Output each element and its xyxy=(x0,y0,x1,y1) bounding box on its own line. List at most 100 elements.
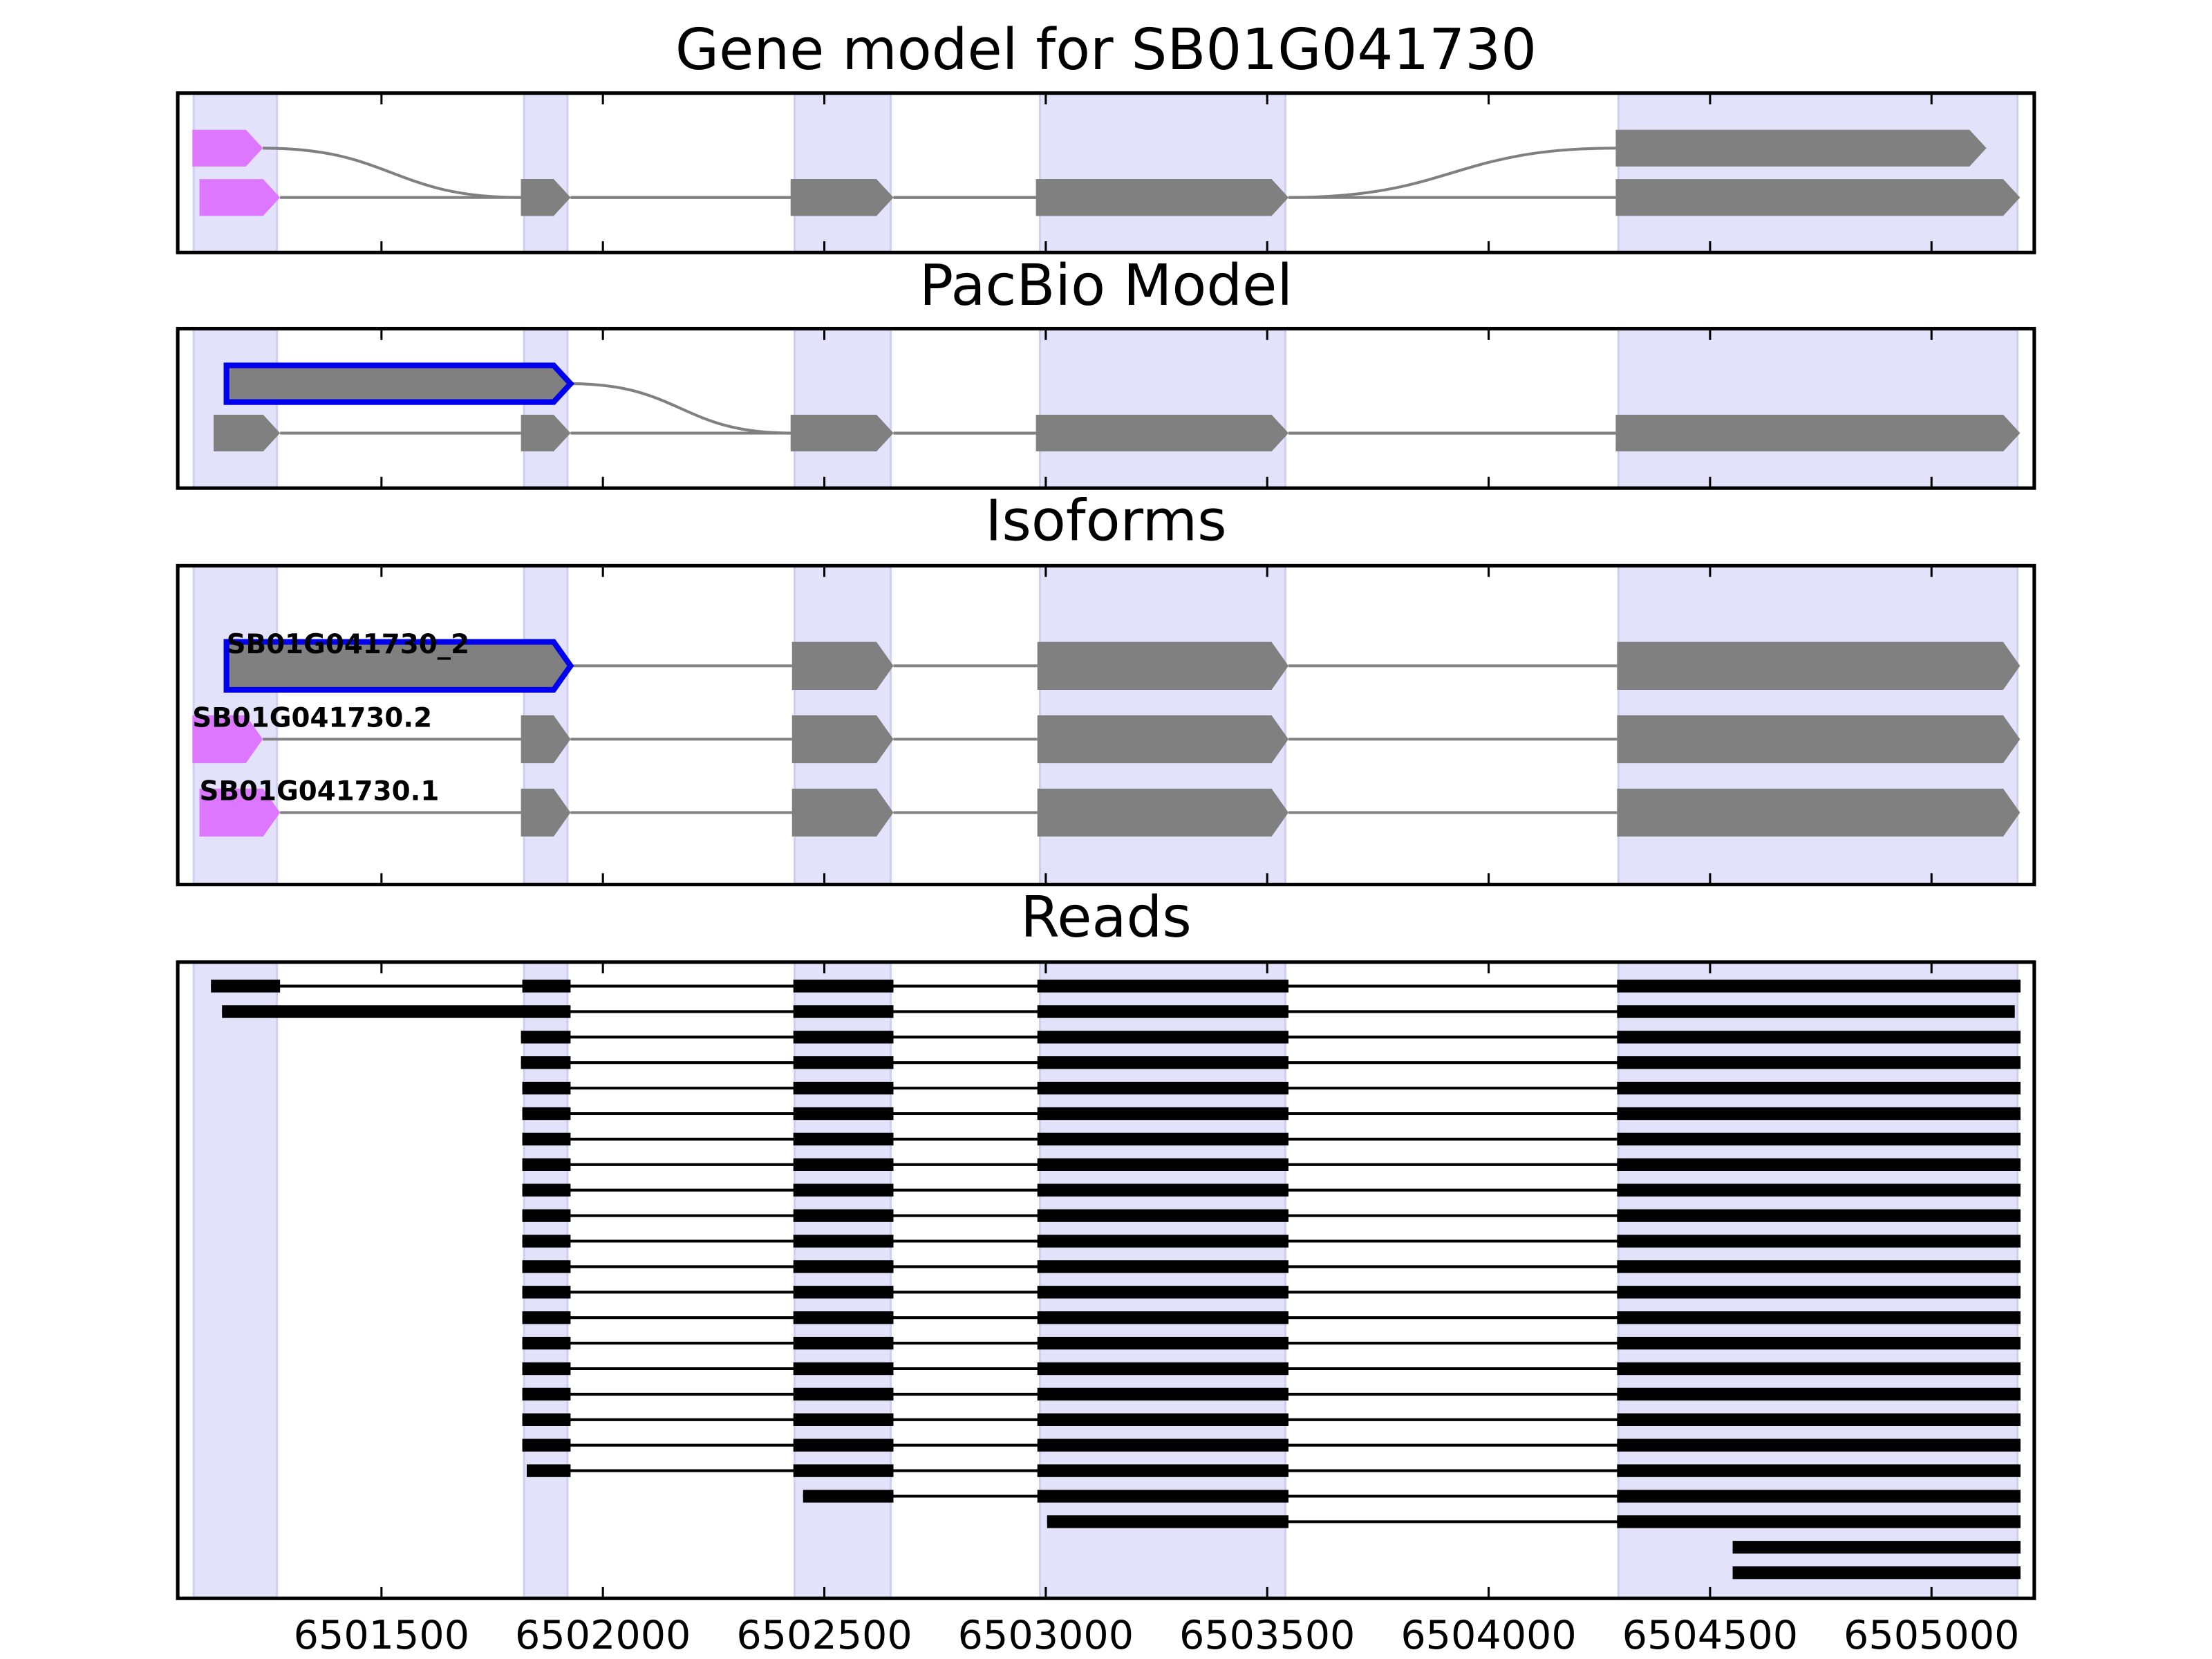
read-block xyxy=(1617,1362,2021,1376)
exon xyxy=(192,129,263,167)
panel-title: Isoforms xyxy=(985,489,1226,554)
read-block xyxy=(1617,1005,2015,1018)
read-block xyxy=(1617,1413,2021,1426)
read-block xyxy=(522,1158,571,1171)
read-block xyxy=(1617,1031,2021,1044)
read-block xyxy=(1037,1413,1288,1426)
read-block xyxy=(1617,1490,2021,1503)
exon-region xyxy=(794,327,892,489)
panel-frame xyxy=(176,563,2036,887)
track-label: SB01G041730.1 xyxy=(200,776,440,807)
read-block xyxy=(522,1260,571,1273)
exon xyxy=(521,179,571,216)
exon-region xyxy=(523,92,569,254)
read-block xyxy=(522,1209,571,1222)
read-block xyxy=(1037,1336,1288,1350)
exon xyxy=(1035,179,1288,216)
read-block xyxy=(522,1107,571,1121)
read-block xyxy=(1037,1260,1288,1273)
read-block xyxy=(1037,980,1288,993)
x-tick-label: 6503500 xyxy=(1179,1613,1355,1658)
x-tick-label: 6505000 xyxy=(1844,1613,2019,1658)
read-block xyxy=(1037,1209,1288,1222)
read-block xyxy=(1617,1286,2021,1299)
read-block xyxy=(1037,1081,1288,1095)
read-block xyxy=(1732,1541,2021,1554)
exon xyxy=(1617,715,2021,764)
read-block xyxy=(1617,1311,2021,1324)
exon-region xyxy=(192,92,279,254)
read-block xyxy=(793,1260,894,1273)
exon xyxy=(1615,129,1987,167)
read-block xyxy=(1617,1056,2021,1069)
read-block xyxy=(1617,1183,2021,1197)
exon xyxy=(199,179,281,216)
read-block xyxy=(526,1464,571,1477)
exon-region xyxy=(192,327,279,489)
read-block xyxy=(1617,1515,2021,1528)
read-block xyxy=(1037,1031,1288,1044)
read-block xyxy=(803,1490,894,1503)
read-block xyxy=(1617,1158,2021,1171)
read-block xyxy=(1617,1107,2021,1121)
read-block xyxy=(1047,1515,1288,1528)
read-block xyxy=(522,1132,571,1146)
read-block xyxy=(793,1387,894,1401)
read-block xyxy=(793,1311,894,1324)
exon-region xyxy=(1039,327,1287,489)
x-tick-label: 6504500 xyxy=(1622,1613,1798,1658)
read-block xyxy=(522,1311,571,1324)
exon xyxy=(791,641,894,690)
exon xyxy=(1035,415,1288,452)
read-block xyxy=(793,1413,894,1426)
read-block xyxy=(1617,1209,2021,1222)
exon xyxy=(790,179,894,216)
panel-title: Reads xyxy=(1020,885,1192,950)
exon xyxy=(199,788,281,837)
exon xyxy=(1615,179,2021,216)
read-block xyxy=(1037,1286,1288,1299)
read-block xyxy=(793,1209,894,1222)
read-block xyxy=(793,1005,894,1018)
read-block xyxy=(793,1336,894,1350)
exon xyxy=(521,788,571,837)
read-block xyxy=(521,1056,571,1069)
track-label: SB01G041730.2 xyxy=(192,702,432,733)
read-block xyxy=(1037,1183,1288,1197)
read-block xyxy=(1617,1260,2021,1273)
read-block xyxy=(1037,1235,1288,1248)
panel-title: PacBio Model xyxy=(919,253,1293,319)
read-block xyxy=(1037,1311,1288,1324)
read-block xyxy=(1037,1362,1288,1376)
read-block xyxy=(1037,1107,1288,1121)
read-block xyxy=(522,1438,571,1452)
panel-frame xyxy=(176,91,2036,254)
x-tick-label: 6502500 xyxy=(736,1613,912,1658)
intron xyxy=(570,382,791,435)
read-block xyxy=(1617,1132,2021,1146)
exon-region xyxy=(1617,327,2019,489)
read-block xyxy=(793,1158,894,1171)
read-block xyxy=(793,1056,894,1069)
read-block xyxy=(1617,1438,2021,1452)
x-tick-label: 6501500 xyxy=(294,1613,469,1658)
read-block xyxy=(793,1107,894,1121)
exon xyxy=(1037,641,1288,690)
read-block xyxy=(1037,1005,1288,1018)
read-block xyxy=(521,1031,571,1044)
read-block xyxy=(1037,1387,1288,1401)
read-block xyxy=(1037,1132,1288,1146)
read-block xyxy=(793,1362,894,1376)
read-block xyxy=(1617,1081,2021,1095)
read-block xyxy=(1732,1566,2021,1580)
x-tick-label: 6503000 xyxy=(958,1613,1134,1658)
read-block xyxy=(522,1183,571,1197)
read-block xyxy=(1617,1464,2021,1477)
read-block xyxy=(793,1464,894,1477)
exon xyxy=(791,715,894,764)
exon xyxy=(214,415,281,452)
read-block xyxy=(522,1362,571,1376)
read-block xyxy=(1617,1235,2021,1248)
exon xyxy=(521,715,571,764)
exon xyxy=(1617,641,2021,690)
